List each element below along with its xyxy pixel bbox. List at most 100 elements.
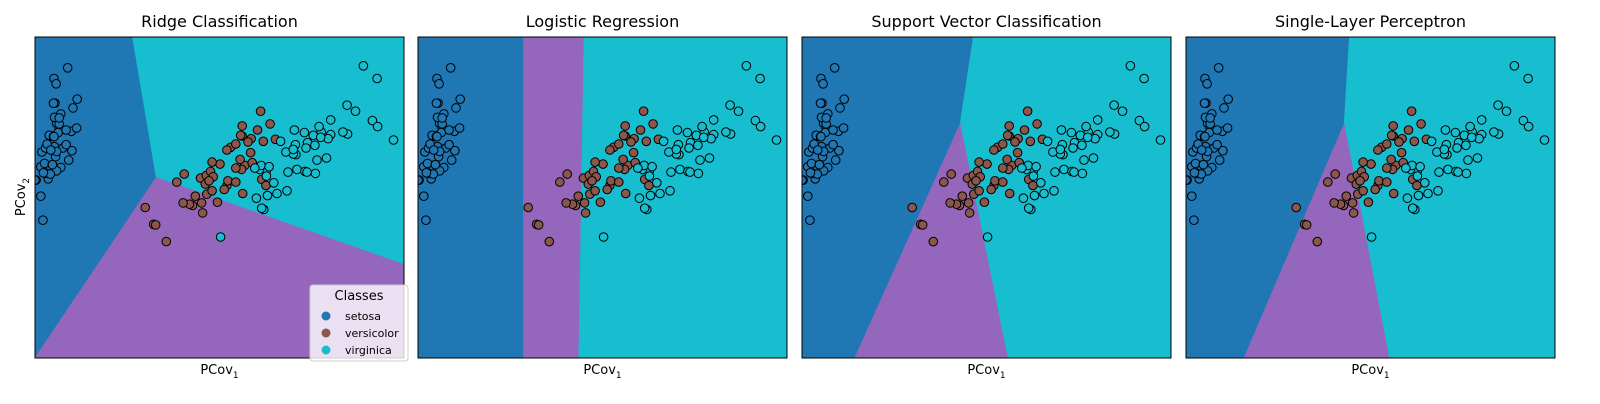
point-versicolor	[641, 136, 652, 147]
point-virginica	[261, 171, 272, 181]
point-versicolor	[243, 137, 253, 147]
point-versicolor	[1388, 121, 1398, 131]
point-setosa	[805, 168, 816, 178]
panel-title: Logistic Regression	[526, 12, 679, 31]
region-virginica	[578, 37, 787, 358]
point-versicolor	[179, 169, 189, 179]
point-virginica	[1489, 127, 1499, 137]
point-virginica	[982, 232, 993, 242]
point-versicolor	[986, 184, 997, 195]
point-setosa	[829, 63, 840, 73]
point-setosa	[1186, 175, 1191, 185]
point-setosa	[1202, 79, 1212, 89]
panel-3: Support Vector Classification PCov1	[801, 12, 1172, 381]
region-virginica	[959, 37, 1171, 358]
point-virginica	[1039, 188, 1049, 199]
point-virginica	[665, 186, 675, 196]
point-versicolor	[255, 106, 266, 116]
point-versicolor	[990, 176, 1000, 186]
point-versicolor	[1025, 136, 1036, 147]
point-setosa	[821, 113, 832, 123]
point-versicolor	[204, 176, 214, 186]
point-virginica	[282, 186, 292, 196]
point-versicolor	[974, 186, 984, 196]
point-virginica	[1440, 125, 1451, 135]
point-setosa	[815, 98, 826, 108]
point-versicolor	[620, 121, 631, 131]
point-virginica	[771, 135, 782, 145]
point-virginica	[693, 168, 704, 179]
point-virginica	[1501, 106, 1512, 116]
point-setosa	[431, 98, 442, 108]
point-virginica	[1523, 121, 1534, 132]
point-versicolor	[1358, 157, 1368, 167]
point-versicolor	[207, 157, 217, 167]
region-versicolor	[523, 37, 585, 358]
point-versicolor	[907, 202, 918, 213]
point-virginica	[372, 73, 382, 84]
point-virginica	[269, 178, 279, 188]
point-versicolor	[555, 177, 565, 187]
point-virginica	[671, 144, 682, 155]
point-versicolor	[618, 154, 628, 165]
point-virginica	[750, 115, 761, 126]
point-versicolor	[917, 220, 928, 230]
point-versicolor	[1373, 145, 1383, 155]
point-virginica	[1518, 115, 1529, 126]
point-versicolor	[626, 137, 636, 147]
point-versicolor	[161, 236, 172, 247]
point-virginica	[598, 232, 609, 242]
point-virginica	[652, 178, 662, 188]
point-setosa	[828, 125, 838, 135]
point-setosa	[445, 63, 456, 73]
point-setosa	[422, 158, 433, 169]
point-virginica	[755, 73, 765, 84]
point-virginica	[325, 115, 336, 125]
point-versicolor	[573, 191, 584, 201]
point-versicolor	[1382, 177, 1392, 187]
point-versicolor	[1012, 147, 1023, 158]
point-versicolor	[974, 157, 984, 167]
point-setosa	[454, 123, 465, 133]
legend-marker-versicolor	[321, 328, 331, 338]
point-versicolor	[544, 236, 555, 247]
point-virginica	[1028, 171, 1039, 181]
point-virginica	[1461, 168, 1472, 179]
point-versicolor	[1002, 154, 1012, 165]
point-versicolor	[1330, 169, 1340, 179]
point-versicolor	[1386, 130, 1397, 141]
point-virginica	[388, 135, 399, 145]
point-virginica	[251, 193, 262, 203]
point-virginica	[1472, 153, 1483, 163]
point-versicolor	[587, 176, 597, 186]
panel-title: Ridge Classification	[141, 12, 298, 31]
point-versicolor	[1004, 121, 1015, 131]
point-virginica	[1056, 125, 1067, 135]
point-virginica	[1077, 168, 1088, 179]
panel-4: Single-Layer Perceptron PCov1	[1185, 12, 1556, 381]
point-versicolor	[638, 106, 649, 116]
point-virginica	[314, 121, 324, 132]
point-versicolor	[222, 145, 232, 155]
point-versicolor	[207, 186, 217, 196]
point-setosa	[1189, 168, 1200, 178]
point-versicolor	[1291, 202, 1301, 213]
point-setosa	[67, 145, 77, 156]
point-setosa	[805, 215, 815, 225]
point-virginica	[1079, 155, 1089, 165]
point-versicolor	[620, 188, 631, 199]
point-virginica	[275, 136, 286, 147]
scatter-points	[1186, 61, 1550, 247]
point-virginica	[1029, 190, 1040, 201]
point-versicolor	[237, 188, 248, 199]
point-setosa	[1212, 139, 1222, 150]
point-versicolor	[1388, 188, 1399, 199]
point-versicolor	[1366, 159, 1376, 169]
point-virginica	[1059, 164, 1069, 175]
point-setosa	[1219, 103, 1229, 113]
point-virginica	[256, 203, 267, 213]
point-virginica	[672, 125, 683, 135]
point-versicolor	[265, 119, 275, 129]
point-versicolor	[590, 157, 600, 167]
